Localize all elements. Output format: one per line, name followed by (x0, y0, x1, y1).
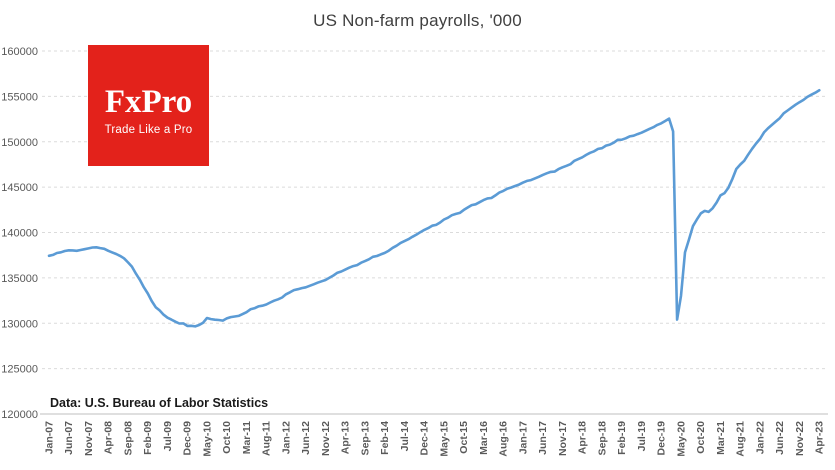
y-axis-tick-label: 150000 (1, 137, 38, 149)
y-axis-tick-label: 145000 (1, 182, 38, 194)
x-axis-tick-label: Nov-17 (557, 421, 569, 456)
y-axis-tick-label: 130000 (1, 318, 38, 330)
x-axis-tick-label: Sep-08 (122, 421, 134, 456)
y-axis-tick-label: 120000 (1, 409, 38, 421)
x-axis-tick-label: Aug-21 (735, 421, 747, 457)
data-source-note: Data: U.S. Bureau of Labor Statistics (50, 396, 269, 410)
x-axis-tick-label: May-15 (438, 421, 450, 457)
x-axis-tick-label: Jul-19 (636, 421, 648, 452)
fxpro-logo: FxPro Trade Like a Pro (88, 45, 209, 166)
x-axis-tick-label: Jan-12 (280, 421, 292, 454)
y-axis-tick-label: 160000 (1, 46, 38, 58)
x-axis-tick-label: Mar-21 (715, 421, 727, 455)
x-axis-tick-label: May-20 (675, 421, 687, 457)
x-axis-tick-label: Jun-22 (774, 421, 786, 455)
x-axis-tick-label: Apr-18 (577, 421, 589, 454)
x-axis-tick-label: Nov-07 (83, 421, 95, 456)
x-axis-tick-label: Oct-20 (695, 421, 707, 454)
x-axis-tick-label: Jun-07 (63, 421, 75, 455)
x-axis-tick-label: Jan-22 (754, 421, 766, 454)
x-axis-tick-label: Feb-19 (616, 421, 628, 455)
chart-title: US Non-farm payrolls, '000 (313, 11, 522, 30)
y-axis-tick-label: 155000 (1, 91, 38, 103)
x-axis-tick-label: Mar-11 (241, 421, 253, 454)
x-axis-tick-label: Dec-19 (656, 421, 668, 456)
x-axis-tick-label: Apr-23 (814, 421, 826, 454)
fxpro-logo-wordmark: FxPro (104, 83, 193, 120)
x-axis-tick-label: Sep-13 (359, 421, 371, 456)
x-axis-tick-label: Dec-09 (182, 421, 194, 456)
x-axis-tick-label: Jun-17 (537, 421, 549, 455)
payrolls-series-line (47, 89, 821, 328)
x-axis-tick-label: Dec-14 (419, 421, 431, 456)
x-axis-tick-label: Apr-08 (103, 421, 115, 454)
y-axis-tick-label: 125000 (1, 364, 38, 376)
x-axis-tick-label: Jun-12 (300, 421, 312, 455)
x-axis-tick-label: Oct-15 (458, 421, 470, 454)
x-axis-tick-label: Jan-17 (517, 421, 529, 454)
x-axis-tick-label: Mar-16 (478, 421, 490, 455)
y-axis-tick-label: 135000 (1, 273, 38, 285)
x-axis-tick-label: Sep-18 (596, 421, 608, 456)
x-axis-tick-label: Nov-22 (794, 421, 806, 456)
x-axis-tick-label: Jan-07 (43, 421, 55, 454)
x-axis-tick-label: Jul-09 (162, 421, 174, 452)
x-axis-tick-label: Aug-16 (498, 421, 510, 457)
y-axis-tick-label: 140000 (1, 228, 38, 240)
x-axis-tick-label: Feb-14 (379, 421, 391, 455)
x-axis-tick-label: Feb-09 (142, 421, 154, 455)
fxpro-logo-tagline: Trade Like a Pro (104, 123, 193, 136)
x-axis-tick-label: May-10 (201, 421, 213, 457)
x-axis-tick-label: Apr-13 (340, 421, 352, 454)
x-axis-tick-label: Jul-14 (399, 421, 411, 452)
x-axis-tick-label: Nov-12 (320, 421, 332, 456)
x-axis-tick-label: Oct-10 (221, 421, 233, 454)
x-axis-tick-label: Aug-11 (261, 421, 273, 456)
